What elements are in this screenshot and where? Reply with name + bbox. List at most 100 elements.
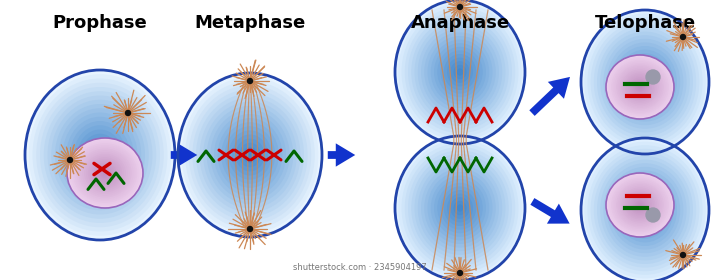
Ellipse shape bbox=[89, 142, 112, 168]
Ellipse shape bbox=[628, 76, 652, 98]
Ellipse shape bbox=[434, 179, 486, 237]
Ellipse shape bbox=[628, 194, 652, 216]
Ellipse shape bbox=[96, 164, 114, 182]
Ellipse shape bbox=[92, 146, 107, 164]
Ellipse shape bbox=[214, 114, 286, 196]
Ellipse shape bbox=[192, 89, 307, 221]
Ellipse shape bbox=[609, 176, 670, 234]
Ellipse shape bbox=[447, 193, 473, 222]
Ellipse shape bbox=[415, 22, 505, 122]
Ellipse shape bbox=[221, 122, 279, 188]
Ellipse shape bbox=[618, 184, 662, 226]
Ellipse shape bbox=[611, 60, 669, 114]
Ellipse shape bbox=[189, 85, 311, 225]
Ellipse shape bbox=[67, 138, 143, 208]
Ellipse shape bbox=[32, 78, 168, 232]
Ellipse shape bbox=[418, 25, 503, 119]
Ellipse shape bbox=[59, 108, 141, 202]
Ellipse shape bbox=[431, 39, 490, 104]
Ellipse shape bbox=[203, 102, 297, 208]
Circle shape bbox=[457, 270, 462, 276]
Ellipse shape bbox=[611, 178, 669, 232]
Ellipse shape bbox=[620, 68, 660, 106]
Ellipse shape bbox=[415, 158, 505, 258]
Ellipse shape bbox=[629, 64, 661, 100]
Ellipse shape bbox=[620, 186, 660, 224]
Ellipse shape bbox=[623, 71, 657, 103]
Ellipse shape bbox=[613, 61, 667, 113]
Ellipse shape bbox=[632, 67, 658, 96]
Ellipse shape bbox=[597, 156, 693, 264]
Ellipse shape bbox=[70, 121, 130, 189]
Ellipse shape bbox=[454, 201, 467, 215]
Ellipse shape bbox=[614, 181, 665, 229]
Ellipse shape bbox=[73, 125, 126, 185]
Ellipse shape bbox=[581, 138, 709, 280]
Ellipse shape bbox=[94, 162, 117, 183]
Ellipse shape bbox=[428, 172, 492, 244]
Ellipse shape bbox=[437, 183, 482, 233]
Ellipse shape bbox=[584, 14, 706, 150]
Ellipse shape bbox=[76, 147, 133, 199]
Ellipse shape bbox=[613, 179, 667, 231]
Ellipse shape bbox=[421, 29, 499, 115]
Ellipse shape bbox=[29, 74, 171, 236]
Ellipse shape bbox=[635, 82, 645, 92]
Circle shape bbox=[680, 253, 685, 258]
Ellipse shape bbox=[90, 159, 120, 187]
Circle shape bbox=[457, 4, 462, 10]
Ellipse shape bbox=[228, 130, 271, 179]
Text: Telophase: Telophase bbox=[595, 14, 696, 32]
Ellipse shape bbox=[630, 77, 650, 97]
Ellipse shape bbox=[402, 7, 518, 137]
Ellipse shape bbox=[606, 55, 674, 119]
Circle shape bbox=[646, 208, 660, 222]
Ellipse shape bbox=[450, 197, 469, 219]
Ellipse shape bbox=[590, 21, 699, 143]
Ellipse shape bbox=[616, 178, 674, 242]
Circle shape bbox=[68, 158, 73, 162]
Ellipse shape bbox=[81, 134, 119, 176]
Ellipse shape bbox=[71, 141, 139, 204]
Ellipse shape bbox=[82, 152, 128, 194]
Ellipse shape bbox=[81, 150, 130, 196]
Circle shape bbox=[248, 227, 253, 232]
Ellipse shape bbox=[626, 74, 654, 100]
Ellipse shape bbox=[626, 188, 665, 232]
Ellipse shape bbox=[85, 138, 115, 172]
Ellipse shape bbox=[181, 77, 318, 233]
Text: Prophase: Prophase bbox=[53, 14, 148, 32]
Ellipse shape bbox=[588, 17, 703, 147]
Ellipse shape bbox=[597, 28, 693, 136]
Ellipse shape bbox=[444, 54, 476, 90]
Ellipse shape bbox=[590, 149, 699, 271]
Ellipse shape bbox=[614, 63, 665, 111]
Circle shape bbox=[680, 34, 685, 39]
Ellipse shape bbox=[78, 148, 132, 197]
Ellipse shape bbox=[48, 95, 153, 214]
Ellipse shape bbox=[431, 176, 490, 241]
Ellipse shape bbox=[395, 0, 525, 144]
Ellipse shape bbox=[636, 202, 644, 208]
Ellipse shape bbox=[398, 4, 522, 140]
Ellipse shape bbox=[411, 18, 509, 126]
Ellipse shape bbox=[398, 140, 522, 276]
Ellipse shape bbox=[613, 174, 677, 246]
Ellipse shape bbox=[73, 143, 138, 203]
Ellipse shape bbox=[408, 150, 512, 266]
Ellipse shape bbox=[618, 66, 662, 108]
Ellipse shape bbox=[235, 139, 264, 171]
Ellipse shape bbox=[631, 197, 649, 213]
Ellipse shape bbox=[635, 199, 654, 221]
Ellipse shape bbox=[418, 161, 503, 255]
Ellipse shape bbox=[625, 73, 655, 101]
Text: shutterstock.com · 2345904197: shutterstock.com · 2345904197 bbox=[293, 263, 427, 272]
Ellipse shape bbox=[642, 206, 648, 214]
Ellipse shape bbox=[623, 189, 657, 221]
Ellipse shape bbox=[600, 32, 690, 132]
Ellipse shape bbox=[630, 195, 650, 214]
Ellipse shape bbox=[246, 151, 253, 159]
Ellipse shape bbox=[635, 71, 654, 93]
Ellipse shape bbox=[603, 35, 687, 129]
Ellipse shape bbox=[86, 155, 124, 190]
